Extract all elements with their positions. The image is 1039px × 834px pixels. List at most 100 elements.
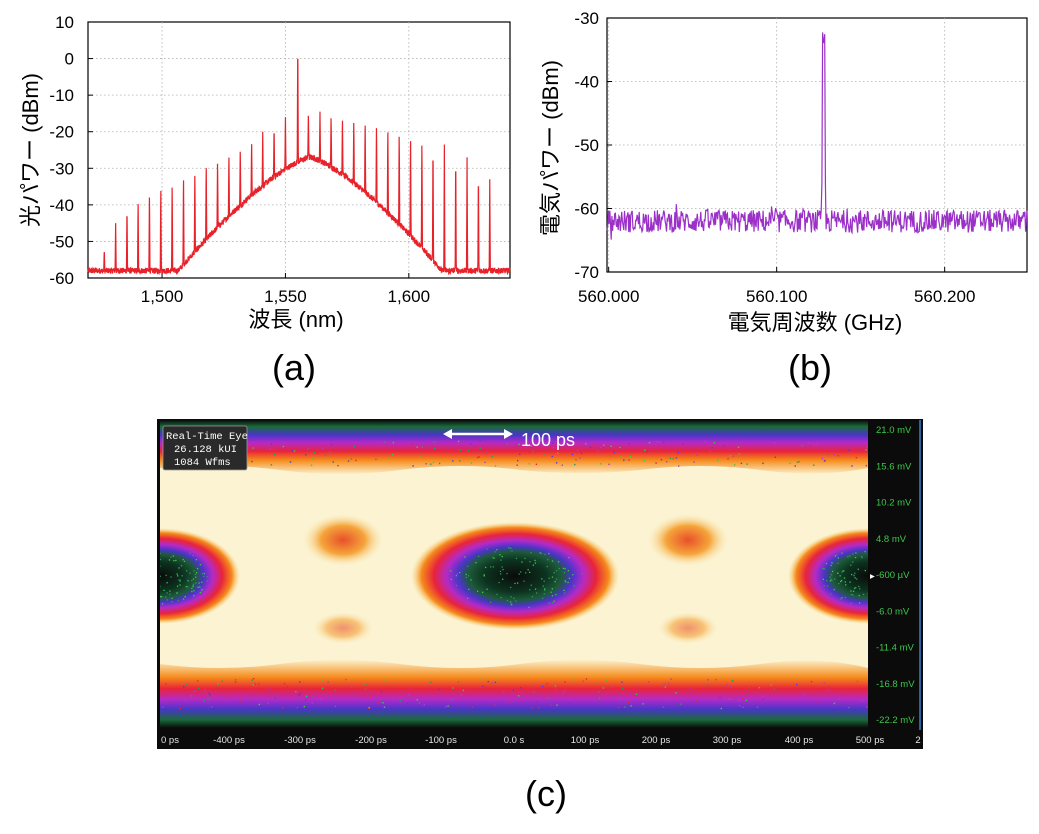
panel-a-ticks: 10 0 -10 -20 -30 -40 -50 -60 1,500 1,550 1,600 (49, 13, 430, 306)
speckle-dot (307, 448, 309, 450)
speckle-dot (734, 464, 736, 466)
speckle-dot (824, 459, 826, 462)
speckle-dot (462, 689, 465, 692)
speckle-dot (489, 698, 491, 700)
speckle-dot (170, 576, 172, 578)
speckle-dot (177, 575, 179, 577)
speckle-dot (466, 705, 469, 708)
speckle-dot (240, 699, 242, 702)
speckle-dot (148, 598, 149, 599)
speckle-dot (858, 448, 860, 450)
speckle-dot (531, 707, 534, 709)
speckle-dot (456, 573, 458, 575)
speckle-dot (833, 702, 836, 705)
speckle-dot (163, 589, 165, 591)
speckle-dot (191, 580, 193, 582)
speckle-dot (543, 453, 545, 455)
speckle-dot (492, 566, 494, 568)
scope-time-tick: -400 ps (213, 735, 245, 746)
speckle-dot (160, 558, 162, 561)
speckle-dot (598, 690, 600, 693)
speckle-dot (201, 588, 203, 591)
speckle-dot (551, 560, 554, 562)
speckle-dot (499, 570, 502, 572)
speckle-dot (655, 462, 657, 464)
speckle-dot (848, 706, 850, 709)
speckle-dot (203, 700, 205, 702)
speckle-dot (179, 707, 181, 710)
speckle-dot (597, 697, 599, 699)
speckle-dot (585, 443, 587, 445)
speckle-dot (195, 582, 197, 584)
speckle-dot (447, 705, 449, 707)
speckle-dot (350, 686, 353, 688)
speckle-dot (836, 554, 838, 556)
speckle-dot (621, 688, 624, 690)
speckle-dot (483, 574, 485, 576)
speckle-dot (620, 455, 622, 458)
speckle-dot (334, 689, 336, 691)
scale-bar-right-arrow-icon (504, 429, 513, 439)
speckle-dot (392, 441, 394, 444)
speckle-dot (558, 567, 560, 570)
speckle-dot (168, 559, 171, 561)
scope-voltage-tick: -11.4 mV (876, 643, 915, 654)
speckle-dot (822, 567, 824, 569)
speckle-dot (627, 701, 630, 704)
speckle-dot (551, 595, 554, 597)
speckle-dot (555, 462, 558, 464)
speckle-dot (490, 566, 492, 568)
info-wfms: 1084 Wfms (174, 457, 231, 469)
speckle-dot (148, 597, 149, 598)
speckle-dot (648, 442, 651, 444)
speckle-dot (189, 572, 191, 574)
speckle-dot (564, 568, 566, 570)
speckle-dot (667, 682, 670, 685)
speckle-dot (527, 569, 529, 571)
speckle-dot (729, 698, 731, 701)
speckle-dot (276, 450, 278, 452)
speckle-dot (738, 699, 740, 702)
speckle-dot (804, 448, 806, 451)
speckle-dot (856, 680, 859, 682)
speckle-dot (552, 442, 554, 444)
panel-b-xtick-label: 560.100 (746, 287, 807, 306)
speckle-dot (520, 687, 522, 689)
speckle-dot (196, 568, 199, 570)
speckle-dot (773, 688, 775, 691)
speckle-dot (862, 593, 865, 596)
speckle-dot (144, 559, 145, 560)
speckle-dot (176, 592, 178, 594)
speckle-dot (289, 461, 292, 463)
speckle-dot (711, 447, 713, 449)
speckle-dot (578, 440, 580, 443)
speckle-dot (839, 575, 841, 577)
speckle-dot (258, 683, 260, 685)
scope-time-tick: 400 ps (785, 735, 814, 746)
speckle-dot (837, 455, 839, 457)
speckle-dot (738, 453, 740, 455)
speckle-dot (310, 464, 313, 466)
speckle-dot (557, 561, 560, 563)
speckle-dot (528, 606, 530, 609)
speckle-dot (479, 690, 481, 692)
speckle-dot (283, 682, 286, 685)
speckle-dot (475, 562, 477, 564)
speckle-dot (542, 585, 544, 587)
speckle-dot (251, 679, 253, 681)
speckle-dot (330, 443, 333, 446)
speckle-dot (655, 441, 657, 443)
speckle-dot (556, 704, 558, 706)
speckle-dot (313, 458, 315, 460)
speckle-dot (166, 592, 168, 594)
speckle-dot (852, 553, 854, 555)
speckle-dot (575, 459, 577, 461)
speckle-dot (457, 440, 460, 443)
panel-b-ytick-label: -30 (574, 9, 599, 28)
speckle-dot (648, 681, 650, 683)
speckle-dot (197, 680, 199, 682)
speckle-dot (140, 565, 141, 566)
speckle-dot (827, 689, 829, 691)
panel-a-plot-area (87, 21, 511, 279)
